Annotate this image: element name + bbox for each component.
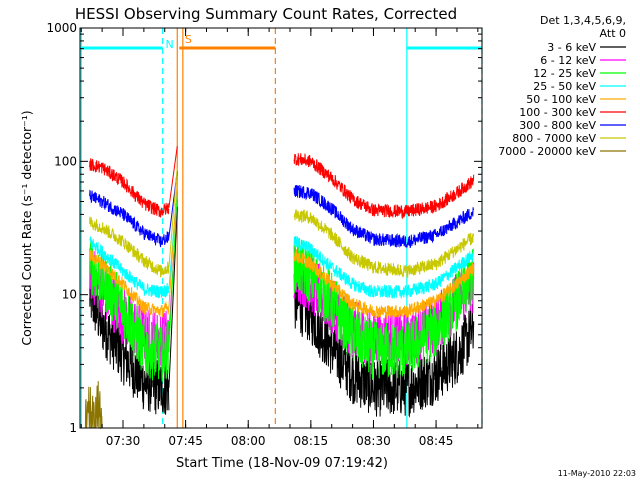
x-tick-label: 08:15 bbox=[294, 434, 329, 448]
series-50-100keV bbox=[89, 248, 475, 320]
legend-label: 800 - 7000 keV bbox=[512, 132, 596, 145]
y-tick-label: 10 bbox=[62, 288, 77, 302]
series-line-7-part-0 bbox=[89, 216, 170, 278]
x-axis-label: Start Time (18-Nov-09 07:19:42) bbox=[176, 456, 388, 471]
series-25-50keV bbox=[89, 235, 475, 299]
legend-header: Det 1,3,4,5,6,9, bbox=[540, 14, 626, 27]
series-line-4-part-1 bbox=[293, 249, 475, 320]
series-line-6-part-1 bbox=[293, 184, 475, 249]
series-line-0-part-1 bbox=[293, 273, 475, 418]
series-line-2-part-1 bbox=[293, 236, 475, 380]
flare-spike-2 bbox=[168, 192, 178, 348]
series-line-7-part-1 bbox=[293, 209, 475, 278]
footer-timestamp: 11-May-2010 22:03 bbox=[558, 469, 636, 478]
legend-label: 6 - 12 keV bbox=[540, 54, 596, 67]
series-3-6keV bbox=[89, 267, 475, 418]
x-tick-label: 07:30 bbox=[106, 434, 141, 448]
series-line-5-part-0 bbox=[89, 158, 170, 218]
series-line-2-part-0 bbox=[89, 237, 170, 382]
series-line-3-part-1 bbox=[293, 235, 475, 299]
legend-label: 12 - 25 keV bbox=[533, 67, 596, 80]
legend-label: 7000 - 20000 keV bbox=[498, 145, 596, 158]
flare-spike-0 bbox=[168, 206, 178, 388]
series-line-3-part-0 bbox=[89, 236, 170, 299]
series-lines bbox=[84, 146, 475, 430]
x-tick-label: 08:30 bbox=[356, 434, 391, 448]
series-800-7000keV bbox=[89, 209, 475, 278]
flare-spike-4 bbox=[168, 180, 178, 308]
series-line-4-part-0 bbox=[89, 248, 170, 318]
series-line-0-part-0 bbox=[89, 267, 170, 415]
flare-spike-5 bbox=[168, 146, 178, 208]
legend-label: 25 - 50 keV bbox=[533, 80, 596, 93]
series-100-300keV bbox=[89, 153, 475, 220]
x-tick-label: 08:45 bbox=[419, 434, 454, 448]
series-12-25keV bbox=[89, 236, 475, 382]
x-tick-label: 08:00 bbox=[231, 434, 266, 448]
axes: 1 10 100 1000 07:30 07:45 08:00 08:15 08:30 08:45 bbox=[46, 21, 482, 448]
legend-label: 100 - 300 keV bbox=[519, 106, 596, 119]
series-line-5-part-1 bbox=[293, 153, 475, 220]
series-7000-20000keV bbox=[84, 381, 103, 430]
legend-label: 300 - 800 keV bbox=[519, 119, 596, 132]
series-300-800keV bbox=[89, 184, 475, 249]
x-tick-label: 07:45 bbox=[168, 434, 203, 448]
legend-header: Att 0 bbox=[600, 27, 626, 40]
series-line-8-part-0 bbox=[84, 381, 103, 430]
y-axis-label: Corrected Count Rate (s⁻¹ detector⁻¹) bbox=[19, 110, 34, 345]
plot-area-frame bbox=[79, 27, 483, 429]
marker-label-night: N bbox=[166, 38, 174, 51]
chart-title: HESSI Observing Summary Count Rates, Cor… bbox=[75, 5, 457, 23]
y-tick-label: 100 bbox=[54, 154, 77, 168]
legend-label: 3 - 6 keV bbox=[547, 41, 596, 54]
marker-label-saa: S bbox=[185, 33, 192, 46]
y-tick-label: 1000 bbox=[46, 21, 77, 35]
y-tick-label: 1 bbox=[69, 421, 77, 435]
series-line-6-part-0 bbox=[89, 189, 170, 248]
flare-spike-7 bbox=[168, 166, 178, 268]
legend-label: 50 - 100 keV bbox=[526, 93, 596, 106]
